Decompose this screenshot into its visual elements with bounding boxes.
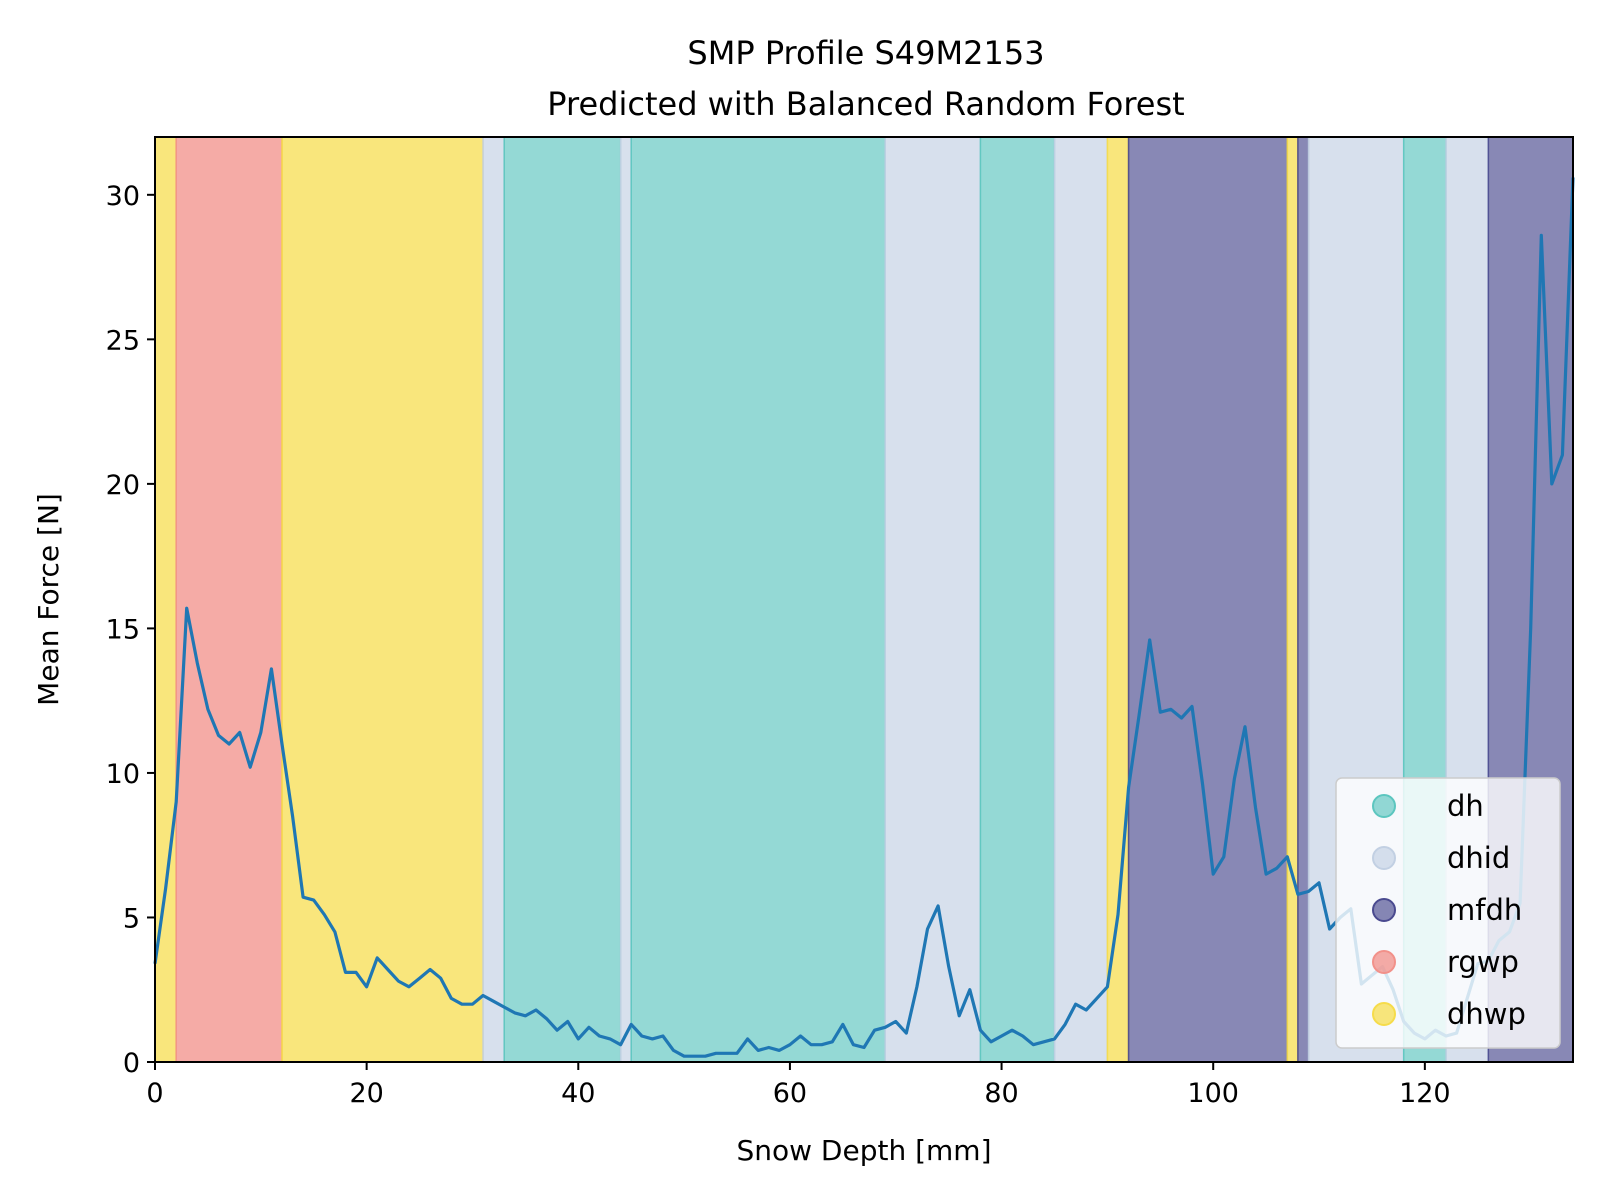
band-dhwp-0 bbox=[154, 136, 177, 1063]
band-dh-8 bbox=[979, 136, 1056, 1063]
y-tick-label: 20 bbox=[106, 470, 140, 501]
band-mfdh-11 bbox=[1127, 136, 1289, 1063]
legend-label-mfdh: mfdh bbox=[1447, 893, 1522, 927]
x-tick-label: 100 bbox=[1187, 1078, 1239, 1109]
x-tick-label: 120 bbox=[1399, 1078, 1451, 1109]
y-tick-label: 10 bbox=[106, 759, 140, 790]
chart-subtitle: Predicted with Balanced Random Forest bbox=[547, 85, 1184, 123]
band-dhid-3 bbox=[482, 136, 505, 1063]
legend-label-dhid: dhid bbox=[1447, 841, 1510, 875]
y-axis-label: Mean Force [N] bbox=[32, 493, 65, 706]
x-tick-label: 20 bbox=[349, 1078, 383, 1109]
y-tick-label: 30 bbox=[106, 181, 140, 212]
legend-label-dh: dh bbox=[1447, 789, 1484, 823]
legend-marker-dhid bbox=[1372, 846, 1396, 870]
legend-label-dhwp: dhwp bbox=[1447, 997, 1526, 1031]
legend-marker-dhwp bbox=[1372, 1002, 1396, 1026]
x-tick-label: 0 bbox=[146, 1078, 163, 1109]
band-dhwp-2 bbox=[281, 136, 484, 1063]
band-dh-6 bbox=[630, 136, 886, 1063]
y-tick-label: 0 bbox=[123, 1048, 140, 1079]
band-dhid-9 bbox=[1053, 136, 1109, 1063]
legend-marker-rgwp bbox=[1372, 950, 1396, 974]
x-tick-label: 40 bbox=[561, 1078, 595, 1109]
legend: dh dhid mfdh rgwp dhwp bbox=[1335, 777, 1561, 1049]
band-dhwp-12 bbox=[1286, 136, 1299, 1063]
legend-marker-dh bbox=[1372, 794, 1396, 818]
legend-box bbox=[1335, 777, 1561, 1049]
legend-label-rgwp: rgwp bbox=[1447, 945, 1519, 979]
plot-frame bbox=[154, 136, 1574, 1063]
legend-marker-mfdh bbox=[1372, 898, 1396, 922]
x-axis-ticks: 0 20 40 60 80 100 120 bbox=[146, 1062, 1451, 1109]
chart-title: SMP Profile S49M2153 bbox=[687, 34, 1044, 72]
band-dh-4 bbox=[503, 136, 622, 1063]
y-tick-label: 25 bbox=[106, 325, 140, 356]
y-axis-ticks: 0 5 10 15 20 25 30 bbox=[106, 181, 155, 1079]
x-tick-label: 60 bbox=[773, 1078, 807, 1109]
x-axis-label: Snow Depth [mm] bbox=[736, 1134, 991, 1167]
y-tick-label: 15 bbox=[106, 614, 140, 645]
band-mfdh-13 bbox=[1297, 136, 1310, 1063]
band-dhid-5 bbox=[619, 136, 632, 1063]
band-dhid-7 bbox=[884, 136, 982, 1063]
band-rgwp-1 bbox=[175, 136, 283, 1063]
x-tick-label: 80 bbox=[984, 1078, 1018, 1109]
y-tick-label: 5 bbox=[123, 903, 140, 934]
